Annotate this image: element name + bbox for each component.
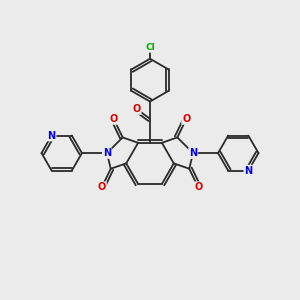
Text: O: O — [194, 182, 202, 192]
Text: N: N — [48, 130, 56, 141]
Text: N: N — [244, 166, 252, 176]
Text: O: O — [182, 114, 190, 124]
Text: O: O — [98, 182, 106, 192]
Text: N: N — [103, 148, 111, 158]
Text: N: N — [189, 148, 197, 158]
Text: Cl: Cl — [145, 43, 155, 52]
Text: O: O — [133, 104, 141, 114]
Text: O: O — [110, 114, 118, 124]
